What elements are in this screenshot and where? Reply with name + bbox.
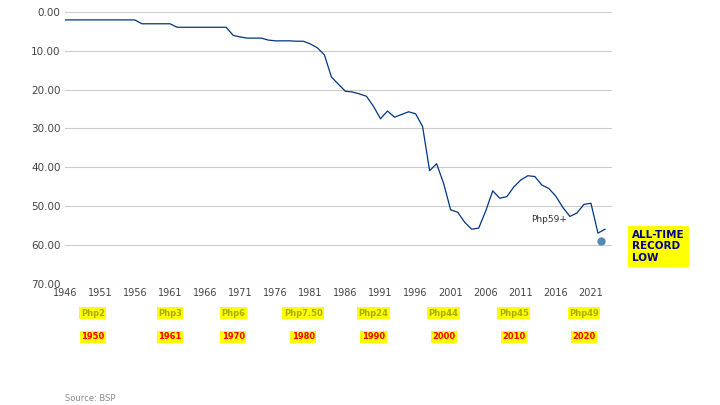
Text: 2020: 2020 [572, 332, 595, 341]
Text: Php24: Php24 [359, 309, 388, 318]
Text: 1970: 1970 [222, 332, 245, 341]
Text: 1961: 1961 [158, 332, 181, 341]
Text: Php7.50: Php7.50 [284, 309, 323, 318]
Text: 1950: 1950 [81, 332, 104, 341]
Text: Php3: Php3 [158, 309, 182, 318]
Text: 1980: 1980 [292, 332, 315, 341]
Text: Php44: Php44 [428, 309, 459, 318]
Text: Php49: Php49 [569, 309, 599, 318]
Text: Source: BSP: Source: BSP [65, 394, 115, 403]
Text: Php59+: Php59+ [531, 215, 567, 224]
Text: 2000: 2000 [432, 332, 455, 341]
Text: 2010: 2010 [502, 332, 526, 341]
Text: Php6: Php6 [221, 309, 246, 318]
Text: ALL-TIME
RECORD
LOW: ALL-TIME RECORD LOW [632, 230, 685, 263]
Text: Php2: Php2 [81, 309, 105, 318]
Text: 1990: 1990 [362, 332, 385, 341]
Text: Php45: Php45 [499, 309, 528, 318]
